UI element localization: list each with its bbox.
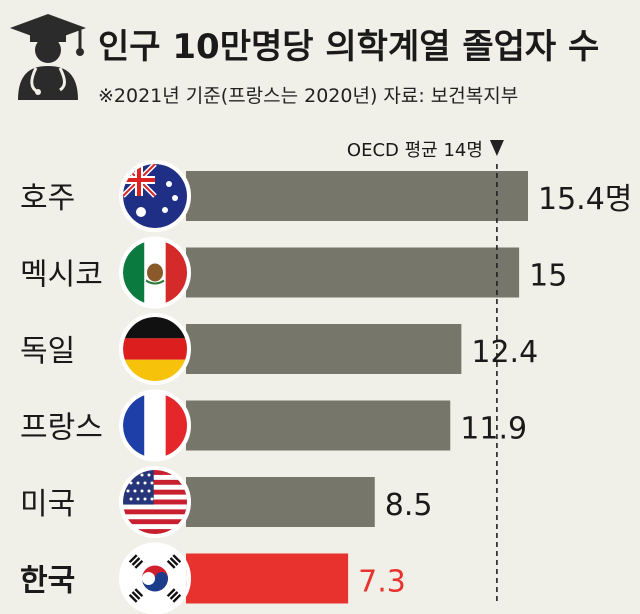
bar [186,247,520,298]
value-label: 8.5 [385,488,433,523]
category-label: 한국 [20,564,75,599]
oecd-average-label: OECD 평균 14명 [347,140,483,161]
category-label: 프랑스 [20,411,103,446]
bar-row: 한국 7.3 [20,542,406,614]
germany-flag-icon [123,317,187,381]
flag-border [119,542,191,614]
bar [186,477,375,527]
bar-row: 멕시코 15 [20,236,567,309]
bar-row: 프랑스 11.9 [20,389,527,462]
chart-subtitle: ※2021년 기준(프랑스는 2020년) 자료: 보건복지부 [98,85,518,107]
france-flag-icon [123,393,187,458]
australia-flag-icon [123,164,187,228]
value-label: 15.4명 [538,182,632,217]
korea-flag-icon [123,546,187,611]
value-label: 12.4 [471,335,538,370]
category-label: 미국 [20,487,75,522]
flag-border [119,313,191,385]
oecd-average-marker [489,140,504,156]
doctor-graduate-icon [10,14,86,100]
flag-border [119,236,191,309]
value-label: 11.9 [460,412,527,447]
value-label: 15 [529,259,567,294]
bar [186,324,462,374]
bar [186,171,528,221]
flag-border [119,160,191,232]
usa-flag-icon [123,470,187,534]
bar-row: 미국 8.5 [20,466,433,538]
category-label: 독일 [20,334,75,369]
bar-row: 독일 12.4 [20,313,538,385]
value-label: 7.3 [358,565,406,600]
chart-title: 인구 10만명당 의학계열 졸업자 수 [98,27,599,67]
flag-border [119,466,191,538]
mexico-flag-icon [123,240,187,305]
flag-border [119,389,191,462]
category-label: 멕시코 [20,258,103,293]
category-label: 호주 [20,181,75,216]
bar-row: 호주 15.4명 [20,160,632,232]
bar [186,553,349,604]
bar [186,400,451,451]
